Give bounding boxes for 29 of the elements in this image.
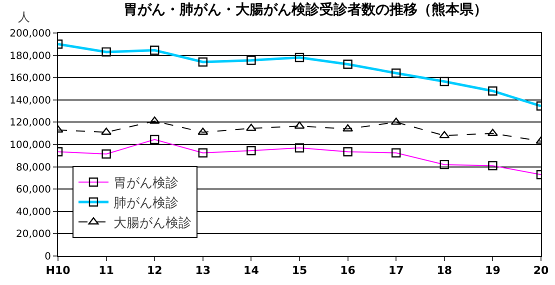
y-tick-label: 140,000: [10, 95, 51, 106]
y-tick-label: 100,000: [10, 140, 51, 151]
point: [149, 116, 160, 124]
y-tick-label: 0: [44, 252, 51, 262]
y-axis-title: 人: [18, 10, 30, 24]
y-tick-label: 180,000: [10, 50, 51, 62]
x-tick-label: 14: [244, 264, 260, 278]
y-tick-label: 40,000: [16, 206, 51, 218]
x-tick-label: 15: [292, 264, 308, 278]
chart-title: 胃がん・肺がん・大腸がん検診受診者数の推移（熊本県）: [123, 1, 488, 18]
legend-label: 肺がん検診: [113, 196, 178, 212]
y-tick-label: 120,000: [10, 118, 51, 129]
point: [439, 130, 450, 138]
y-tick-label: 20,000: [16, 229, 51, 240]
legend-label: 大腸がん検診: [113, 216, 192, 231]
x-tick-label: 20: [533, 264, 549, 278]
x-tick-label: 19: [485, 264, 500, 278]
x-tick-label: 18: [436, 264, 452, 278]
x-tick-label: 17: [388, 264, 404, 278]
x-tick-label: H10: [46, 264, 71, 278]
x-tick-label: 16: [340, 264, 356, 278]
x-tick-label: 13: [195, 264, 211, 278]
x-tick-label: 11: [98, 264, 114, 278]
y-tick-label: 60,000: [16, 184, 51, 196]
x-tick-label: 12: [146, 264, 162, 278]
y-tick-label: 200,000: [10, 28, 51, 40]
y-tick-label: 160,000: [10, 73, 51, 84]
legend-label: 胃がん検診: [113, 176, 178, 192]
y-tick-label: 80,000: [16, 162, 51, 174]
